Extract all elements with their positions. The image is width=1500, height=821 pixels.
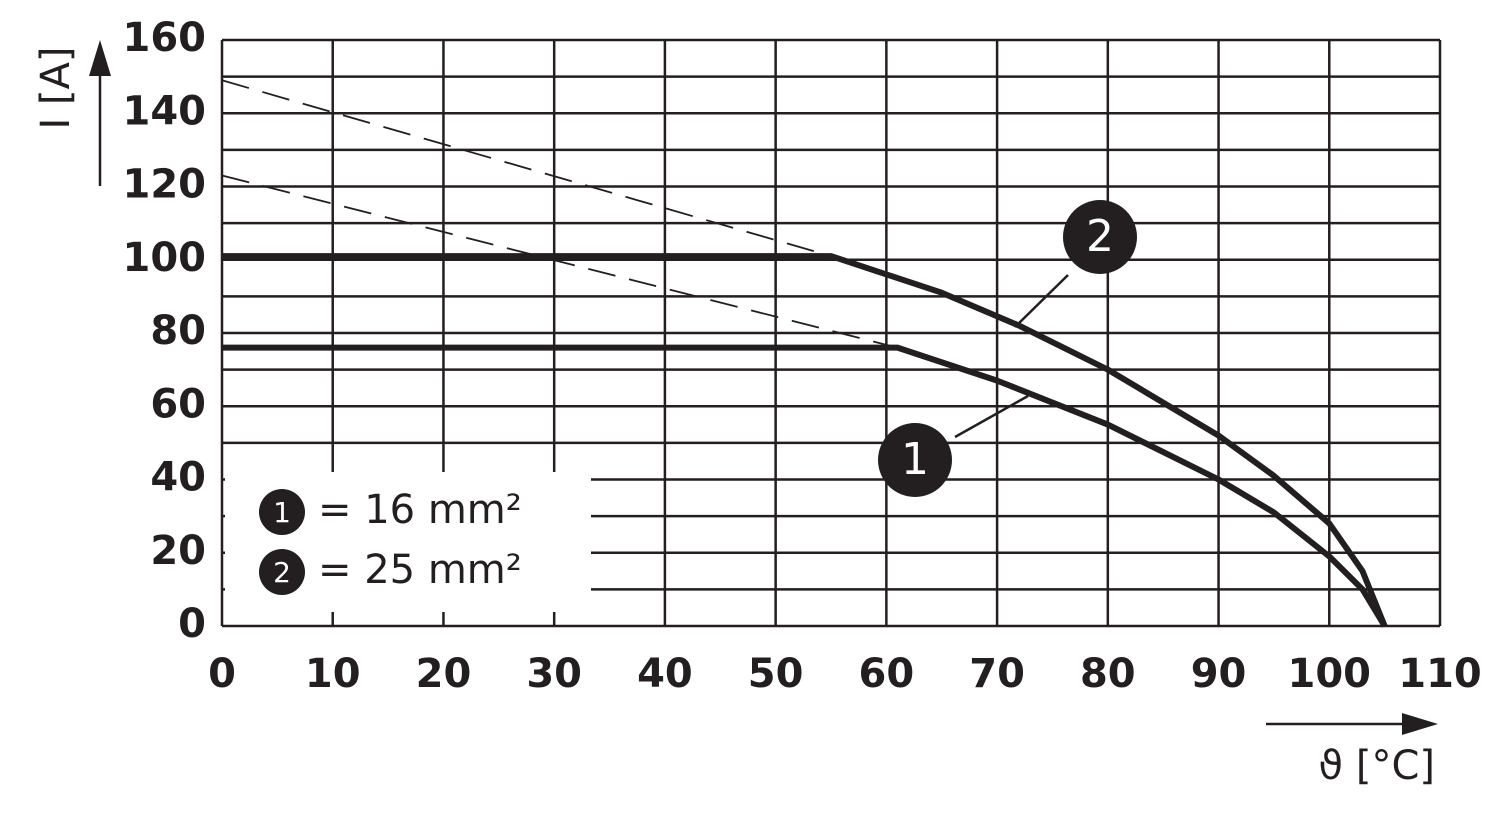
x-tick-label: 10	[305, 651, 361, 697]
y-tick-label: 20	[150, 528, 206, 574]
legend-marker	[259, 549, 305, 595]
x-tick-label: 110	[1398, 651, 1482, 697]
callout-marker	[878, 423, 952, 497]
labels: 0 10 20 30 40 50 60 70 80 90 100 110 0 20 40 60 80 100 120…	[123, 15, 1482, 697]
x-arrow-head	[1402, 713, 1438, 735]
callout-label: 1	[901, 434, 929, 485]
callout-marker	[1063, 200, 1137, 274]
x-tick-label: 60	[859, 651, 915, 697]
curves	[221, 79, 1388, 628]
x-tick-label: 50	[748, 651, 804, 697]
legend-label: = 16 mm²	[318, 487, 522, 533]
x-tick-label: 20	[416, 651, 472, 697]
x-tick-label: 80	[1080, 651, 1136, 697]
grid	[220, 38, 1442, 628]
callout-label: 2	[1086, 211, 1114, 262]
y-arrow-head	[89, 40, 111, 76]
y-tick-label: 100	[123, 235, 207, 281]
callout-leader	[1014, 274, 1069, 328]
legend-marker	[259, 489, 305, 535]
y-tick-label: 40	[150, 455, 206, 501]
x-tick-label: 90	[1191, 651, 1247, 697]
extension-line	[221, 174, 898, 349]
legend-label: = 25 mm²	[318, 547, 522, 593]
y-tick-label: 120	[123, 162, 207, 208]
callout-leader	[954, 394, 1029, 439]
legend-marker-label: 2	[273, 556, 291, 589]
y-tick-label: 80	[150, 308, 206, 354]
y-axis-label: I [A]	[33, 46, 79, 129]
curve	[222, 253, 1388, 628]
y-tick-label: 160	[123, 15, 207, 61]
x-axis-label: ϑ [°C]	[1318, 743, 1435, 789]
x-tick-label: 70	[969, 651, 1025, 697]
x-tick-label: 100	[1288, 651, 1372, 697]
x-tick-label: 30	[526, 651, 582, 697]
y-tick-label: 140	[123, 88, 207, 134]
x-tick-label: 40	[637, 651, 693, 697]
curve	[222, 344, 1388, 628]
y-tick-label: 60	[150, 381, 206, 427]
y-tick-label: 0	[178, 601, 206, 647]
x-tick-label: 0	[208, 651, 236, 697]
extension-line	[221, 79, 832, 257]
legend-marker-label: 1	[273, 496, 291, 529]
